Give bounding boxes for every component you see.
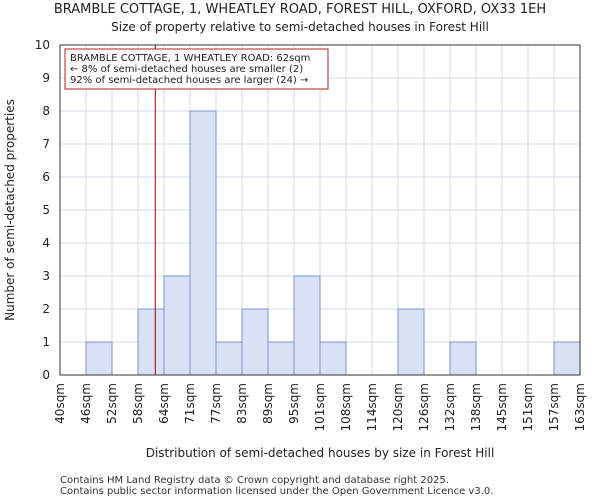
y-axis-label: Number of semi-detached properties [3, 99, 17, 321]
chart-subtitle: Size of property relative to semi-detach… [111, 20, 489, 34]
x-tick-label: 40sqm [53, 383, 67, 424]
y-tick-label: 5 [42, 203, 50, 217]
y-tick-label: 6 [42, 170, 50, 184]
x-tick-label: 71sqm [183, 383, 197, 424]
bar [189, 110, 217, 376]
y-tick-label: 10 [35, 38, 50, 52]
chart-title: BRAMBLE COTTAGE, 1, WHEATLEY ROAD, FORES… [54, 2, 546, 17]
x-tick-label: 132sqm [443, 383, 457, 431]
x-tick-label: 145sqm [495, 383, 509, 431]
plot-frame [59, 44, 581, 376]
bar [137, 308, 165, 376]
y-tick-label: 1 [42, 335, 50, 349]
y-tick-label: 9 [42, 71, 50, 85]
x-axis-label: Distribution of semi-detached houses by … [146, 446, 495, 460]
y-ticks: 0 1 2 3 4 5 6 7 8 9 10 [35, 38, 50, 382]
footer-line-1: Contains HM Land Registry data © Crown c… [60, 475, 449, 486]
bar [319, 341, 347, 376]
bar [553, 341, 581, 376]
y-tick-label: 2 [42, 302, 50, 316]
x-tick-label: 83sqm [235, 383, 249, 424]
annotation-box: BRAMBLE COTTAGE, 1 WHEATLEY ROAD: 62sqm … [64, 48, 329, 90]
footer-line-2: Contains public sector information licen… [60, 486, 493, 497]
bars [85, 110, 581, 376]
x-tick-label: 52sqm [105, 383, 119, 424]
bar [215, 341, 243, 376]
y-tick-label: 8 [42, 104, 50, 118]
annotation-line-3: 92% of semi-detached houses are larger (… [70, 75, 308, 86]
x-tick-label: 157sqm [547, 383, 561, 431]
bar [397, 308, 425, 376]
y-tick-label: 7 [42, 137, 50, 151]
bar [267, 341, 295, 376]
x-tick-label: 151sqm [521, 383, 535, 431]
x-tick-label: 163sqm [573, 383, 587, 431]
x-tick-label: 138sqm [469, 383, 483, 431]
y-tick-label: 4 [42, 236, 50, 250]
x-tick-label: 114sqm [365, 383, 379, 431]
y-tick-label: 3 [42, 269, 50, 283]
bar [85, 341, 113, 376]
x-tick-label: 77sqm [209, 383, 223, 424]
x-ticks: 40sqm 46sqm 52sqm 58sqm 64sqm 71sqm 77sqm 83sqm… [53, 383, 587, 431]
annotation-line-1: BRAMBLE COTTAGE, 1 WHEATLEY ROAD: 62sqm [70, 53, 310, 64]
x-tick-label: 89sqm [261, 383, 275, 424]
bar [241, 308, 269, 376]
annotation-frame [64, 48, 329, 90]
x-tick-label: 46sqm [79, 383, 93, 424]
y-tick-label: 0 [42, 368, 50, 382]
bar [293, 275, 321, 376]
x-tick-label: 101sqm [313, 383, 327, 431]
x-tick-label: 64sqm [157, 383, 171, 424]
x-tick-label: 108sqm [339, 383, 353, 431]
bar [449, 341, 477, 376]
x-tick-label: 126sqm [417, 383, 431, 431]
x-tick-label: 58sqm [131, 383, 145, 424]
x-tick-label: 95sqm [287, 383, 301, 424]
annotation-line-2: ← 8% of semi-detached houses are smaller… [70, 64, 303, 75]
bar [163, 275, 191, 376]
x-tick-label: 120sqm [391, 383, 405, 431]
